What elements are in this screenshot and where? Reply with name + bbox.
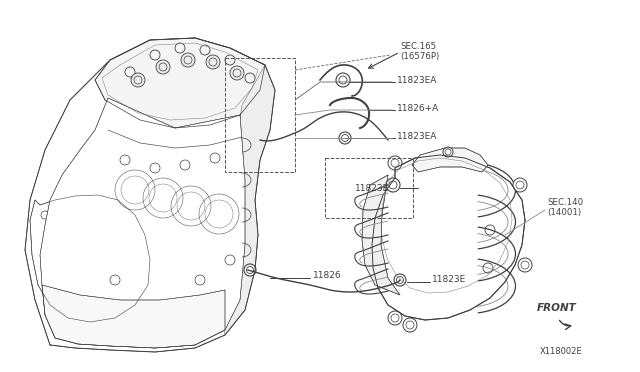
Text: SEC.140
(14001): SEC.140 (14001): [547, 198, 583, 217]
Polygon shape: [42, 285, 225, 348]
Circle shape: [181, 53, 195, 67]
Polygon shape: [95, 38, 265, 128]
Polygon shape: [30, 195, 150, 322]
Circle shape: [386, 178, 400, 192]
Circle shape: [388, 311, 402, 325]
Circle shape: [230, 66, 244, 80]
Circle shape: [336, 73, 350, 87]
Polygon shape: [40, 98, 245, 348]
Text: 11826+A: 11826+A: [397, 103, 439, 112]
Text: 11823EA: 11823EA: [397, 76, 437, 84]
Text: 11823E: 11823E: [432, 276, 467, 285]
Polygon shape: [220, 65, 275, 335]
Polygon shape: [372, 155, 525, 320]
Circle shape: [244, 264, 256, 276]
Circle shape: [394, 274, 406, 286]
Circle shape: [388, 156, 402, 170]
Text: SEC.165
(16576P): SEC.165 (16576P): [400, 42, 439, 61]
Text: 11823E: 11823E: [355, 183, 389, 192]
Circle shape: [339, 132, 351, 144]
Text: FRONT: FRONT: [537, 303, 577, 313]
Polygon shape: [362, 175, 400, 295]
Circle shape: [518, 258, 532, 272]
Circle shape: [206, 55, 220, 69]
Circle shape: [156, 60, 170, 74]
Polygon shape: [412, 148, 488, 172]
Circle shape: [443, 147, 453, 157]
Circle shape: [403, 318, 417, 332]
Circle shape: [131, 73, 145, 87]
Polygon shape: [25, 38, 275, 352]
Text: X118002E: X118002E: [540, 347, 582, 356]
Text: 11826: 11826: [313, 272, 342, 280]
Circle shape: [513, 178, 527, 192]
Text: 11823EA: 11823EA: [397, 131, 437, 141]
